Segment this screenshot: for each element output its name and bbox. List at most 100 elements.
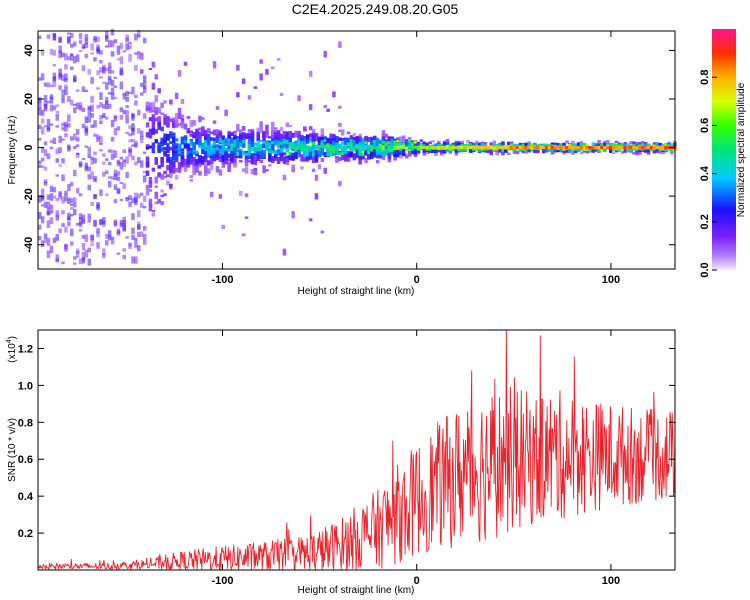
spectrogram-core-cell xyxy=(247,144,251,148)
spectrogram-cell xyxy=(445,139,450,143)
spectrogram-core-cell xyxy=(239,142,243,146)
spectrogram-cell xyxy=(46,100,51,104)
spectrogram-cell xyxy=(253,153,258,159)
spectrogram-cell xyxy=(61,174,65,182)
spectrogram-cell xyxy=(67,32,71,35)
spectrogram-cell xyxy=(574,150,578,153)
spectrogram-cell xyxy=(218,130,223,136)
spectrogram-core-cell xyxy=(495,146,499,150)
spectrogram-cell xyxy=(250,142,255,146)
spectrogram-core-cell xyxy=(434,146,438,150)
spectrogram-cell xyxy=(96,134,100,143)
spectrogram-cell xyxy=(174,143,179,149)
spectrogram-core-cell xyxy=(323,139,327,142)
spectrogram-cell xyxy=(221,224,225,230)
spectrogram-cell xyxy=(90,104,94,112)
spectrogram-cell xyxy=(667,142,671,146)
spectrogram-cell xyxy=(512,143,517,147)
spectrogram-cell xyxy=(338,156,342,161)
spectrogram-cell xyxy=(172,141,176,146)
spectrogram-core-cell xyxy=(515,146,519,150)
spectrogram-cell xyxy=(268,136,272,139)
spectrogram-cell xyxy=(198,158,202,162)
spectrogram-cell xyxy=(137,29,141,38)
spectrogram-core-cell xyxy=(209,150,214,154)
spectrogram-core-cell xyxy=(335,147,339,151)
spectrogram-cell xyxy=(247,136,252,144)
spectrogram-cell xyxy=(338,137,342,140)
spectrogram-cell xyxy=(122,92,126,100)
colorbar-tick-label: 0.4 xyxy=(699,165,711,181)
spectrogram-cell xyxy=(58,147,62,153)
spectrogram-cell xyxy=(84,234,89,243)
spectrogram-cell xyxy=(183,158,188,165)
spectrogram-cell xyxy=(358,153,362,160)
spectrogram-cell xyxy=(73,262,77,265)
spectrogram-cell xyxy=(291,164,295,172)
spectrogram-cell xyxy=(174,152,179,161)
spectrogram-core-cell xyxy=(375,147,380,151)
spectrogram-cell xyxy=(189,140,193,147)
spectrogram-cell xyxy=(483,144,488,147)
spectrogram-cell xyxy=(588,148,593,152)
spectrogram-cell xyxy=(58,45,62,54)
spectrogram-core-cell xyxy=(591,146,595,150)
spectrogram-cell xyxy=(241,126,246,131)
spectrogram-cell xyxy=(268,142,272,150)
spectrogram-core-cell xyxy=(442,146,447,150)
spectrogram-cell xyxy=(99,143,103,145)
spectrogram-cell xyxy=(163,175,167,179)
spectrogram-cell xyxy=(410,147,415,151)
spectrogram-cell xyxy=(431,140,435,143)
spectrogram-cell xyxy=(38,211,42,219)
spectrogram-cell xyxy=(341,145,345,152)
spectrogram-cell xyxy=(90,243,94,246)
spectrogram-cell xyxy=(518,142,523,145)
spectrogram-cell xyxy=(73,169,77,177)
spectrogram-core-cell xyxy=(186,151,190,155)
spectrogram-cell xyxy=(96,104,100,109)
spectrogram-cell xyxy=(38,224,42,230)
spectrogram-cell xyxy=(509,141,514,144)
spectrogram-cell xyxy=(486,150,491,153)
spectrogram-core-cell xyxy=(457,146,461,150)
spectrogram-cell xyxy=(364,157,368,163)
spectrogram-cell xyxy=(297,130,301,139)
spectrogram-cell xyxy=(192,157,196,162)
spectrogram-core-cell xyxy=(297,145,301,149)
spectrogram-cell xyxy=(125,110,129,116)
spectrogram-cell xyxy=(204,169,208,176)
spectrogram-cell xyxy=(160,147,164,152)
spectrogram-cell xyxy=(323,152,327,158)
spectrogram-cell xyxy=(247,133,252,138)
spectrogram-cell xyxy=(119,219,124,228)
spectrogram-cell xyxy=(442,141,447,146)
spectrogram-cell xyxy=(571,148,575,152)
spectrogram-cell xyxy=(84,249,89,258)
spectrogram-cell xyxy=(402,143,406,147)
spectrogram-ytick-label: 0 xyxy=(23,145,35,151)
spectrogram-cell xyxy=(480,149,485,152)
spectrogram-cell xyxy=(454,141,459,146)
spectrogram-cell xyxy=(186,163,191,167)
spectrogram-cell xyxy=(110,153,115,160)
spectrogram-cell xyxy=(364,150,368,155)
spectrogram-core-cell xyxy=(396,139,400,143)
spectrogram-cell xyxy=(64,244,68,250)
spectrogram-cell xyxy=(43,166,48,171)
spectrogram-cell xyxy=(294,142,298,146)
spectrogram-cell xyxy=(247,129,252,133)
spectrogram-cell xyxy=(652,142,657,145)
spectrogram-cell xyxy=(116,52,121,55)
spectrogram-cell xyxy=(140,92,144,96)
spectrogram-core-cell xyxy=(329,152,333,156)
snr-series-line xyxy=(37,329,676,570)
spectrogram-core-cell xyxy=(189,150,193,154)
spectrogram-cell xyxy=(64,77,68,83)
spectrogram-cell xyxy=(276,58,281,61)
spectrogram-cell xyxy=(635,151,639,156)
spectrogram-core-cell xyxy=(343,144,348,148)
spectrogram-cell xyxy=(457,142,461,146)
spectrogram-core-cell xyxy=(667,146,671,150)
spectrogram-cell xyxy=(320,230,325,234)
